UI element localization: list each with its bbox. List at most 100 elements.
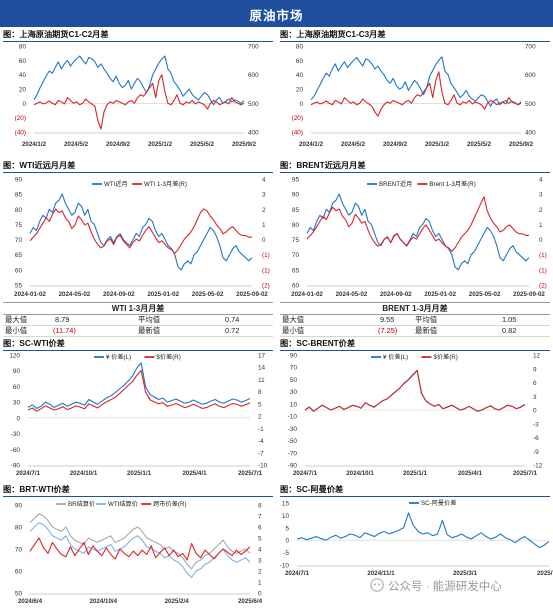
legend-label: $价差(R): [156, 353, 180, 361]
series-line: [296, 512, 550, 549]
legend-label: BRENT近月: [379, 180, 412, 188]
stats-value: 0.74: [225, 315, 240, 324]
panel-title-sc-oman: 图：SC-阿曼价差: [280, 483, 550, 497]
legend-label: WTI结算价: [108, 500, 138, 508]
x-tick: 2025/2/4: [165, 598, 190, 605]
x-tick: 2024/1/2: [299, 141, 324, 148]
stats-value: (7.25): [378, 326, 398, 335]
y-right-tick: 500: [248, 101, 259, 108]
y-left-tick: 50: [290, 377, 298, 384]
x-tick: 2025-05-02: [469, 291, 501, 298]
y-right-tick: -7: [258, 450, 264, 457]
x-tick: 2025/4/1: [182, 470, 207, 477]
y-left-tick: 60: [13, 384, 21, 391]
legend-label: ¥ 价差(L): [106, 353, 131, 361]
y-left-tick: -50: [288, 438, 298, 445]
panel-title-sc-brent: 图：SC-BRENT价差: [280, 337, 550, 351]
y-right-tick: 8: [258, 503, 262, 510]
series-line: [29, 522, 251, 579]
x-tick: 2024-05-02: [336, 291, 368, 298]
chart-sc-brent: 9070503010-10-30-50-70-90129630-3-6-9-12…: [288, 353, 543, 478]
series-line: [29, 537, 251, 561]
y-right-tick: 1: [258, 580, 262, 587]
stats-brent: BRENT 1-3月月差 最大值 9.55 平均值 1.05 最小值 (7.25…: [280, 302, 550, 337]
x-tick: 2025-01-02: [147, 291, 179, 298]
y-left-tick: 0: [285, 538, 289, 545]
y-left-tick: -60: [11, 447, 21, 454]
y-right-tick: (1): [262, 252, 270, 259]
y-right-tick: 12: [533, 353, 541, 360]
x-tick: 2025/7/1: [537, 570, 553, 577]
y-left-tick: 60: [15, 267, 23, 274]
stats-label: 最小值: [5, 326, 28, 335]
y-left-tick: -90: [288, 463, 298, 470]
x-tick: 2025-05-02: [192, 291, 224, 298]
x-tick: 2025/1/2: [148, 141, 173, 148]
series-line: [27, 362, 251, 409]
series-line: [306, 196, 530, 252]
stats-value: 0.72: [225, 326, 240, 335]
chart-brt-wti: 90 80 70 60 50 8 7 6 5 4 3 2 1 0 2024/6/4 2024/10/4 2025…: [15, 500, 263, 605]
y-left-tick: 65: [292, 267, 300, 274]
y-right-tick: 6: [258, 525, 262, 532]
y-right-tick: 0: [258, 591, 262, 598]
y-right-tick: 3: [533, 394, 537, 401]
stats-label: 最新值: [138, 326, 161, 335]
y-right-tick: (1): [262, 267, 270, 274]
stats-value: 9.55: [380, 315, 395, 324]
y-left-tick: 50: [15, 591, 23, 598]
y-left-tick: 75: [15, 222, 23, 229]
y-right-tick: 3: [258, 558, 262, 565]
chart-wti-spread: 90 85 80 75 70 65 60 55 4 3 2 1 0 (1) (1) (2) 2024-01-02…: [14, 177, 270, 299]
series-line: [29, 208, 253, 254]
x-tick: 2025/5/2: [190, 141, 215, 148]
y-left-tick: 40: [296, 72, 304, 79]
x-tick: 2024-01-02: [291, 291, 323, 298]
x-tick: 2025/9/2: [509, 141, 534, 148]
stats-label: 最小值: [282, 326, 305, 335]
series-line: [33, 55, 245, 106]
y-right-tick: 17: [258, 353, 266, 360]
chart-sc-c1c3: 80 60 40 20 0 (20) (40) 700 600 500 400 2024/1/2 202…: [292, 44, 536, 149]
y-left-tick: 90: [15, 177, 23, 184]
y-right-tick: 8: [258, 389, 262, 396]
y-left-tick: 120: [9, 353, 20, 360]
y-left-tick: 0: [16, 415, 20, 422]
stats-value: 0.82: [502, 326, 517, 335]
series-line: [310, 56, 522, 107]
y-left-tick: 90: [292, 192, 300, 199]
y-right-tick: 400: [525, 130, 536, 137]
x-tick: 2025/1/2: [425, 141, 450, 148]
legend-label: Brent 1-3月差(R): [429, 180, 475, 188]
y-right-tick: 0: [539, 237, 543, 244]
stats-row: 最大值 9.55 平均值 1.05: [280, 315, 550, 326]
stats-label: 平均值: [415, 315, 438, 324]
y-left-tick: 60: [296, 58, 304, 65]
y-right-tick: 2: [258, 414, 262, 421]
panel-title-wti-spread: 图：WTI近远月月差: [3, 159, 273, 173]
panel-title-brent-spread: 图：BRENT近远月月差: [280, 159, 550, 173]
y-left-tick: (20): [15, 115, 26, 122]
y-right-tick: 400: [248, 130, 259, 137]
series-line: [310, 71, 522, 117]
x-tick: 2025-01-02: [424, 291, 456, 298]
y-left-tick: 70: [292, 252, 300, 259]
y-right-tick: 700: [525, 44, 536, 51]
stats-row: 最小值 (11.74) 最新值 0.72: [3, 326, 273, 337]
page-banner: 原油市场: [0, 0, 553, 27]
y-left-tick: 30: [13, 400, 21, 407]
legend-label: $价差(R): [433, 353, 457, 361]
y-left-tick: -30: [11, 431, 21, 438]
y-left-tick: (20): [292, 115, 303, 122]
x-tick: 2024/10/1: [346, 470, 374, 477]
series-line: [306, 193, 530, 271]
y-left-tick: 90: [290, 353, 298, 360]
x-tick: 2025/4/1: [458, 470, 483, 477]
x-tick: 2025/9/2: [232, 141, 257, 148]
y-left-tick: -90: [11, 463, 21, 470]
series-line: [304, 370, 526, 412]
y-left-tick: (40): [292, 130, 303, 137]
y-left-tick: 20: [296, 87, 304, 94]
stats-value: (11.74): [53, 326, 76, 335]
chart-sc-wti: 1209060300-30-60-90171411852-1-4-7-10202…: [9, 353, 267, 478]
